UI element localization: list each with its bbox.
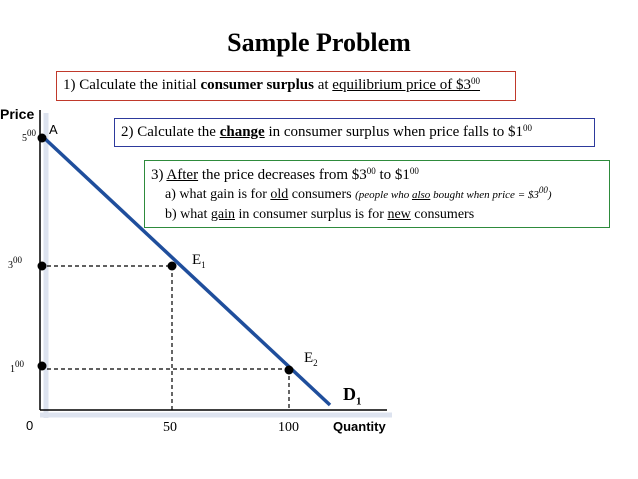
point-e2 [284,365,294,375]
point-e1 [167,261,177,271]
x-axis-label: Quantity [333,419,386,434]
y-tick-1: 100 [10,359,24,376]
question-3-line-1: 3) After the price decreases from $300 t… [151,166,419,184]
y-axis-label: Price [0,106,35,122]
axis-point-price-3 [37,261,47,271]
question-2-box: 2) Calculate the change in consumer surp… [114,118,595,147]
point-a [37,133,47,143]
question-3-line-3: b) what gain in consumer surplus is for … [165,207,475,222]
y-tick-3: 300 [8,255,22,272]
y-tick-5: 500 [22,128,36,145]
question-3-line-2: a) what gain is for old consumers (peopl… [165,185,552,203]
point-e2-label: E2 [304,350,318,368]
axis-point-price-1 [37,361,47,371]
x-tick-50: 50 [163,420,177,435]
x-tick-100: 100 [278,420,299,435]
demand-label: D1 [343,384,362,408]
origin-label: 0 [26,418,34,433]
point-a-label: A [49,122,58,137]
slide-title: Sample Problem [227,28,411,57]
demand-curve [40,134,332,407]
question-3-box: 3) After the price decreases from $300 t… [144,160,610,228]
point-e1-label: E1 [192,252,206,270]
question-1-box: 1) Calculate the initial consumer surplu… [56,71,516,101]
